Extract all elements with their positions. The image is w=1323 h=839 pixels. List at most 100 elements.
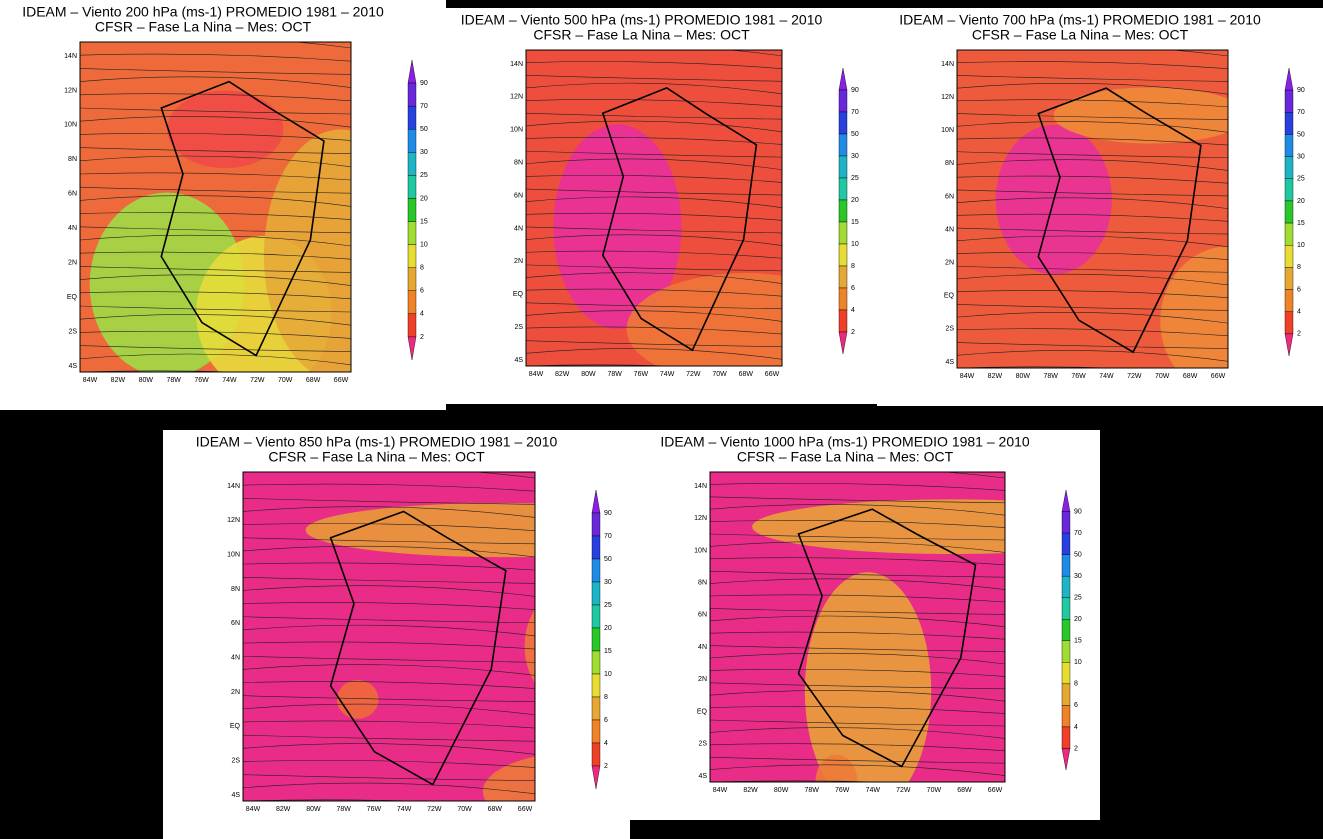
lat-label: 8N xyxy=(698,580,707,587)
lat-label: 2N xyxy=(231,689,240,696)
streamline xyxy=(243,585,535,597)
streamline xyxy=(710,472,1005,479)
streamline xyxy=(526,264,782,272)
lat-label: 10N xyxy=(510,127,523,134)
colorbar-label: 2 xyxy=(420,334,424,341)
streamline xyxy=(526,112,782,120)
streamline xyxy=(957,213,1228,222)
panel-title: IDEAM – Viento 200 hPa (ms-1) PROMEDIO 1… xyxy=(22,4,384,20)
streamline xyxy=(80,195,351,207)
colorbar-label: 6 xyxy=(420,288,424,295)
lat-label: 4S xyxy=(698,773,707,780)
streamline xyxy=(957,50,1228,57)
colorbar-label: 4 xyxy=(420,311,424,318)
colorbar-label: 30 xyxy=(420,149,428,156)
streamline xyxy=(243,695,535,703)
colorbar-segment xyxy=(838,89,848,113)
colorbar-segment xyxy=(407,175,417,199)
wind-speed-region xyxy=(1160,246,1228,368)
colorbar-segment xyxy=(1284,311,1294,335)
streamline xyxy=(243,641,535,650)
streamline xyxy=(80,116,351,128)
map-frame xyxy=(956,49,1229,369)
streamline xyxy=(957,273,1228,286)
lon-label: 74W xyxy=(866,787,881,794)
streamline xyxy=(243,498,535,505)
streamline xyxy=(710,727,1005,739)
streamline xyxy=(243,734,535,742)
streamline xyxy=(80,42,351,49)
colorbar-label: 8 xyxy=(420,265,424,272)
streamline xyxy=(710,504,1005,516)
streamline xyxy=(243,720,535,729)
map-area xyxy=(957,50,1228,368)
colorbar-label: 90 xyxy=(851,87,859,94)
streamline xyxy=(526,82,782,95)
colorbar-label: 8 xyxy=(604,694,608,701)
panel-title: IDEAM – Viento 500 hPa (ms-1) PROMEDIO 1… xyxy=(461,12,823,28)
lon-label: 76W xyxy=(367,806,382,813)
streamline xyxy=(957,235,1228,248)
colorbar-segment xyxy=(407,129,417,153)
lon-label: 80W xyxy=(139,377,154,384)
lat-label: 2S xyxy=(698,741,707,748)
panel-subtitle: CFSR – Fase La Nina – Mes: OCT xyxy=(95,19,312,35)
colorbar-label: 30 xyxy=(604,579,612,586)
streamline xyxy=(957,342,1228,349)
lat-label: 8N xyxy=(945,160,954,167)
colorbar-segment xyxy=(591,535,601,560)
colorbar-segment xyxy=(407,244,417,268)
streamline xyxy=(710,578,1005,590)
lat-label: 6N xyxy=(231,620,240,627)
colorbar-label: 50 xyxy=(1074,551,1082,558)
streamline xyxy=(526,61,782,69)
colorbar-label: 90 xyxy=(1074,508,1082,515)
streamline xyxy=(526,196,782,208)
streamline xyxy=(957,75,1228,82)
streamline xyxy=(243,616,535,624)
colorbar-segment xyxy=(838,309,848,333)
streamline xyxy=(710,533,1005,541)
streamline xyxy=(80,234,351,247)
lon-label: 80W xyxy=(581,371,596,378)
streamline xyxy=(80,345,351,352)
lat-label: 8N xyxy=(514,160,523,167)
colorbar-label: 6 xyxy=(1074,702,1078,709)
streamline xyxy=(957,350,1228,362)
streamline xyxy=(710,557,1005,566)
colorbar-label: 10 xyxy=(1297,242,1305,249)
lat-label: EQ xyxy=(513,291,524,298)
colorbar-label: 20 xyxy=(1297,198,1305,205)
colorbar-segment xyxy=(1061,597,1071,620)
colorbar-label: 90 xyxy=(420,80,428,87)
colorbar-label: 8 xyxy=(1074,681,1078,688)
streamline xyxy=(957,265,1228,273)
colorbar-segment xyxy=(1284,89,1294,113)
lon-label: 74W xyxy=(222,377,237,384)
colorbar-label: 8 xyxy=(1297,264,1301,271)
colorbar-segment xyxy=(1284,134,1294,157)
panel-subtitle: CFSR – Fase La Nina – Mes: OCT xyxy=(268,449,485,465)
colorbar-segment xyxy=(1061,575,1071,598)
streamline xyxy=(710,719,1005,727)
streamline xyxy=(80,76,351,88)
colorbar-segment xyxy=(1061,662,1071,685)
lat-label: 2S xyxy=(231,758,240,765)
colorbar-segment xyxy=(838,155,848,179)
colorbar-label: 50 xyxy=(420,126,428,133)
lat-label: EQ xyxy=(230,723,241,730)
lon-label: 82W xyxy=(743,787,758,794)
colorbar-segment xyxy=(838,243,848,267)
colorbar-segment xyxy=(591,742,601,767)
lon-label: 70W xyxy=(927,787,942,794)
colorbar-label: 4 xyxy=(1074,724,1078,731)
streamline xyxy=(710,520,1005,528)
panel-subtitle: CFSR – Fase La Nina – Mes: OCT xyxy=(533,27,750,43)
lat-label: 4N xyxy=(68,225,77,232)
colorbar-label: 70 xyxy=(851,109,859,116)
colorbar-segment xyxy=(591,673,601,698)
colorbar-segment xyxy=(591,696,601,721)
map-area xyxy=(80,42,351,372)
lat-label: 10N xyxy=(64,122,77,129)
colorbar-segment xyxy=(1284,222,1294,246)
